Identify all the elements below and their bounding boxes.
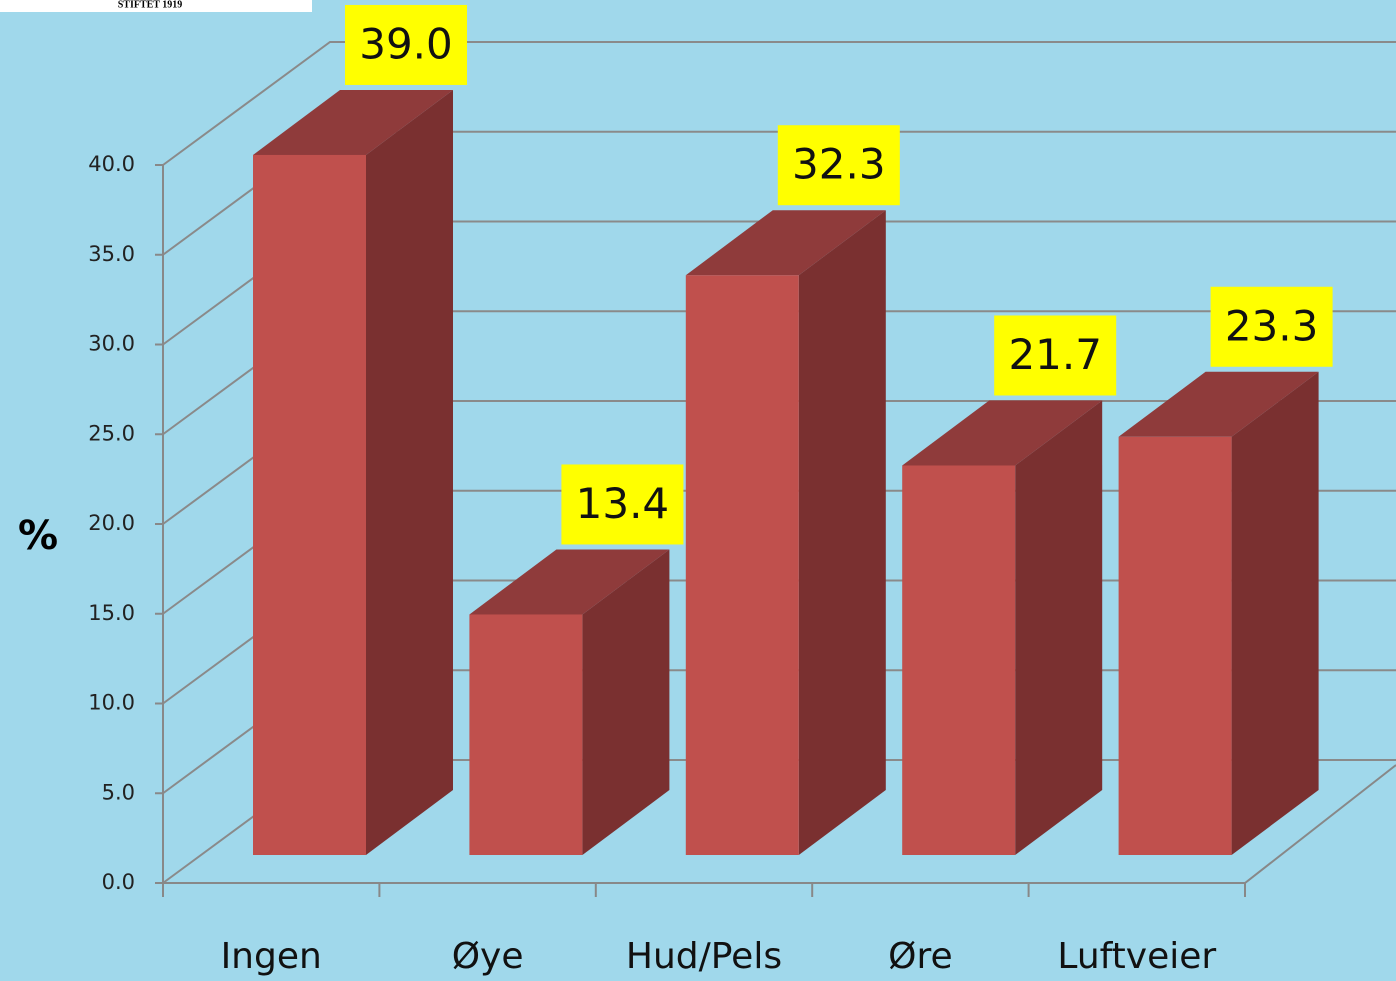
bar-side (582, 549, 670, 855)
value-label-box (561, 464, 684, 545)
bar (902, 465, 1016, 855)
y-tick-label: 15.0 (88, 601, 135, 625)
y-tick-label: 35.0 (88, 242, 135, 266)
y-tick-label: 20.0 (88, 511, 135, 535)
bar (1118, 436, 1232, 855)
bar-top (902, 400, 1103, 466)
value-label-box (777, 125, 900, 206)
y-tick-label: 10.0 (88, 691, 135, 715)
bar-top (253, 89, 453, 155)
value-label-box (1210, 286, 1333, 367)
bar-top (1118, 371, 1319, 437)
bar (685, 275, 799, 856)
bar (253, 154, 366, 855)
x-tick-label: Luftveier (1057, 936, 1216, 977)
value-label-box (994, 315, 1117, 396)
y-tick-label: 30.0 (88, 332, 135, 356)
y-tick-label: 0.0 (102, 870, 135, 894)
bar-side (1231, 371, 1319, 855)
x-tick-label: Hud/Pels (626, 936, 782, 977)
value-label: 32.3 (792, 140, 886, 189)
x-tick-label: Øye (452, 936, 524, 977)
value-label: 21.7 (1008, 330, 1102, 379)
value-label: 13.4 (576, 479, 670, 528)
bar-top (685, 210, 886, 276)
x-tick-label: Ingen (221, 936, 322, 977)
value-label: 39.0 (359, 19, 453, 68)
y-axis-label: % (18, 513, 58, 559)
value-label: 23.3 (1225, 301, 1319, 350)
x-tick-label: Øre (888, 936, 953, 977)
y-tick-label: 40.0 (88, 152, 135, 176)
bar (469, 614, 583, 855)
bar-side (366, 89, 453, 855)
bar-side (798, 210, 886, 856)
bar-side (1015, 400, 1103, 855)
logo-text: STIFTET 1919 (118, 0, 183, 10)
y-tick-label: 5.0 (102, 780, 135, 804)
grid-line (162, 41, 1396, 166)
value-label-box (345, 4, 467, 85)
bar-top (469, 549, 670, 615)
logo-box (0, 0, 312, 12)
y-tick-label: 25.0 (88, 421, 135, 445)
